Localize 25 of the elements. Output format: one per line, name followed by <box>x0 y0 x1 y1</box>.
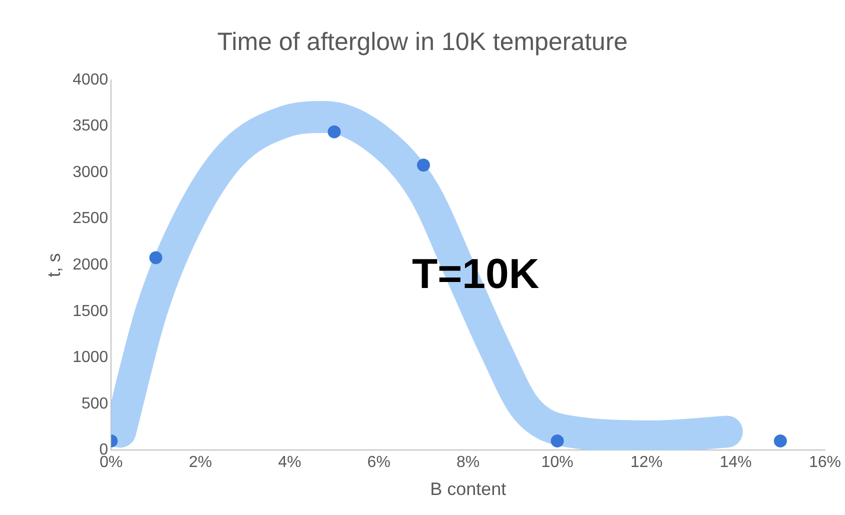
point <box>774 434 787 448</box>
point <box>416 158 430 172</box>
x-tick-label: 16% <box>808 454 842 472</box>
y-tick-label: 2500 <box>72 210 108 228</box>
x-tick-label: 4% <box>278 454 302 472</box>
y-tick-label: 3000 <box>72 164 108 181</box>
x-tick-label: 2% <box>188 454 212 472</box>
x-tick-label: 10% <box>541 454 574 472</box>
x-tick-label: 8% <box>456 454 480 472</box>
x-axis-title: B content <box>430 479 506 500</box>
x-tick-label: 14% <box>720 454 752 472</box>
point <box>550 434 564 448</box>
y-tick-label: 1000 <box>72 349 108 366</box>
y-tick-label: 500 <box>81 395 108 412</box>
chart-title: Time of afterglow in 10K temperature <box>216 28 629 57</box>
point <box>328 125 341 138</box>
y-tick-label: 3500 <box>72 118 108 135</box>
y-tick-label: 2000 <box>72 256 108 274</box>
x-tick-label: 6% <box>367 454 390 472</box>
x-tick-label: 12% <box>630 454 663 472</box>
y-tick-label: 4000 <box>72 71 108 88</box>
y-tick-label: 1500 <box>72 302 108 320</box>
point <box>149 251 162 264</box>
annotation: T=10K <box>412 250 540 298</box>
y-axis-title: t, s <box>44 253 64 278</box>
